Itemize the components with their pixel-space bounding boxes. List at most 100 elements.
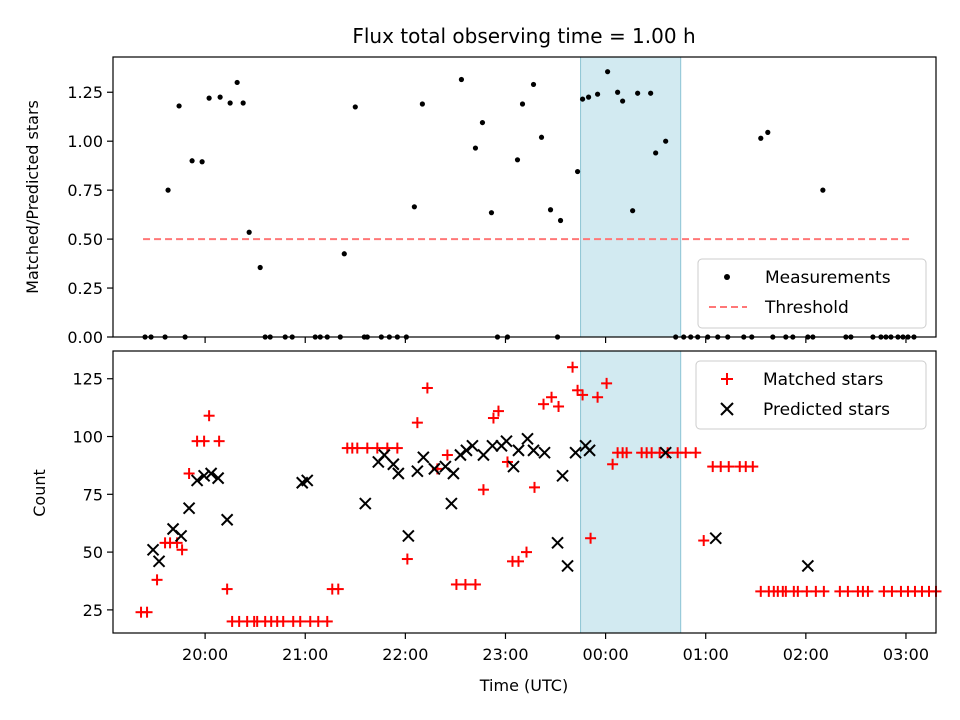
- measurement-point: [519, 101, 526, 107]
- predicted-star-marker: [387, 458, 400, 471]
- bottom-data-marks: [135, 361, 942, 627]
- matched-star-marker: [213, 435, 225, 447]
- predicted-star-b: [417, 451, 430, 464]
- predicted-star-b: [428, 462, 441, 476]
- top-y-tick-label: 0.25: [67, 279, 103, 298]
- chart-title: Flux total observing time = 1.00 h: [352, 24, 695, 48]
- matched-star-marker: [538, 398, 550, 410]
- measurement-point: [585, 94, 592, 100]
- predicted-star-b: [378, 448, 391, 462]
- matched-star-marker: [567, 361, 579, 373]
- matched-star-marker: [818, 585, 830, 597]
- predicted-star-marker: [561, 559, 574, 573]
- predicted-star-b: [527, 444, 540, 457]
- matched-star-marker: [183, 468, 195, 480]
- matched-star-marker: [577, 389, 589, 401]
- measurement-point: [352, 104, 358, 110]
- predicted-star-b: [521, 432, 534, 446]
- legend-matched-marker: [721, 373, 733, 385]
- top-panel: Flux total observing time = 1.00 h Match…: [23, 24, 937, 347]
- bottom-y-tick-label: 75: [83, 485, 103, 504]
- predicted-star-b: [445, 497, 458, 510]
- predicted-star-b: [301, 474, 314, 487]
- measurement-point: [579, 96, 586, 102]
- measurement-point: [630, 208, 636, 214]
- predicted-star-b: [190, 474, 204, 487]
- bottom-ticks: 20:00 21:00 22:00 23:00 00:00 01:00 02:00 03:00…: [72, 370, 929, 664]
- top-y-tick-label: 1.00: [67, 132, 103, 151]
- matched-star-marker: [441, 449, 453, 461]
- bottom-legend: Matched stars Predicted stars: [695, 360, 927, 430]
- top-y-tick-label: 0.50: [67, 230, 103, 249]
- predicted-star-marker: [428, 462, 441, 476]
- bottom-y-tick-label: 25: [83, 601, 103, 620]
- matched-star-marker: [690, 447, 702, 459]
- legend-measurements-label: Measurements: [765, 268, 891, 288]
- predicted-star-marker: [417, 451, 430, 464]
- predicted-star-b: [359, 497, 372, 510]
- matched-star-marker: [221, 583, 233, 595]
- matched-star-marker: [492, 405, 504, 417]
- bottom-highlight-span: [580, 350, 682, 634]
- predicted-star-b: [174, 529, 188, 543]
- predicted-star-marker: [301, 474, 314, 487]
- predicted-star-b: [569, 446, 582, 459]
- predicted-star-b: [182, 501, 196, 515]
- predicted-star-b: [561, 559, 574, 573]
- matched-star-marker: [141, 606, 153, 618]
- predicted-star-marker: [411, 464, 424, 478]
- measurement-point: [240, 100, 246, 106]
- predicted-star-marker: [801, 559, 815, 573]
- legend-predicted-marker: [720, 402, 734, 416]
- predicted-star-b: [486, 439, 499, 452]
- predicted-star-marker: [512, 444, 525, 457]
- legend-predicted-label: Predicted stars: [763, 400, 890, 420]
- bottom-x-tick-label: 00:00: [583, 645, 629, 664]
- measurement-point: [341, 251, 347, 257]
- measurement-point: [615, 89, 621, 95]
- top-legend: Measurements Threshold: [697, 258, 927, 329]
- matched-star-marker: [151, 574, 163, 586]
- predicted-star-b: [211, 471, 225, 485]
- measurement-point: [488, 210, 495, 216]
- measurement-point: [199, 159, 205, 165]
- predicted-star-b: [439, 460, 452, 473]
- measurement-point: [547, 207, 554, 213]
- matched-star-marker: [487, 412, 499, 424]
- top-highlight-layer: [580, 56, 682, 338]
- measurement-point: [648, 90, 654, 96]
- matched-star-marker: [621, 447, 633, 459]
- matched-star-marker: [469, 578, 481, 590]
- predicted-star-marker: [521, 432, 534, 446]
- matched-star-marker: [332, 583, 344, 595]
- predicted-star-marker: [551, 536, 564, 550]
- matched-star-marker: [411, 417, 423, 429]
- measurement-point: [419, 101, 425, 107]
- predicted-star-marker: [402, 529, 415, 543]
- predicted-star-marker: [447, 467, 460, 480]
- matched-star-marker: [546, 391, 558, 403]
- predicted-star-marker: [466, 439, 479, 452]
- predicted-star-b: [197, 469, 211, 483]
- bottom-x-tick-label: 20:00: [182, 645, 228, 664]
- predicted-star-marker: [197, 469, 211, 483]
- measurement-point: [257, 264, 263, 271]
- matched-star-marker: [521, 546, 533, 558]
- predicted-star-b: [146, 543, 160, 556]
- matched-star-marker: [553, 400, 565, 412]
- top-ticks: 0.00 0.25 0.50 0.75 1.00 1.25: [67, 83, 907, 347]
- matched-star-marker: [592, 391, 604, 403]
- predicted-star-marker: [392, 467, 405, 480]
- matched-star-marker: [680, 447, 692, 459]
- measurement-point: [217, 94, 223, 100]
- matched-star-marker: [391, 442, 403, 454]
- predicted-star-b: [583, 444, 596, 457]
- predicted-star-b: [402, 529, 415, 543]
- predicted-star-b: [166, 522, 180, 536]
- bottom-x-tick-label: 23:00: [482, 645, 528, 664]
- matched-star-marker: [203, 410, 215, 422]
- matched-star-marker: [459, 578, 471, 590]
- measurement-point: [472, 145, 479, 151]
- measurement-point: [189, 158, 195, 164]
- predicted-star-b: [220, 513, 234, 526]
